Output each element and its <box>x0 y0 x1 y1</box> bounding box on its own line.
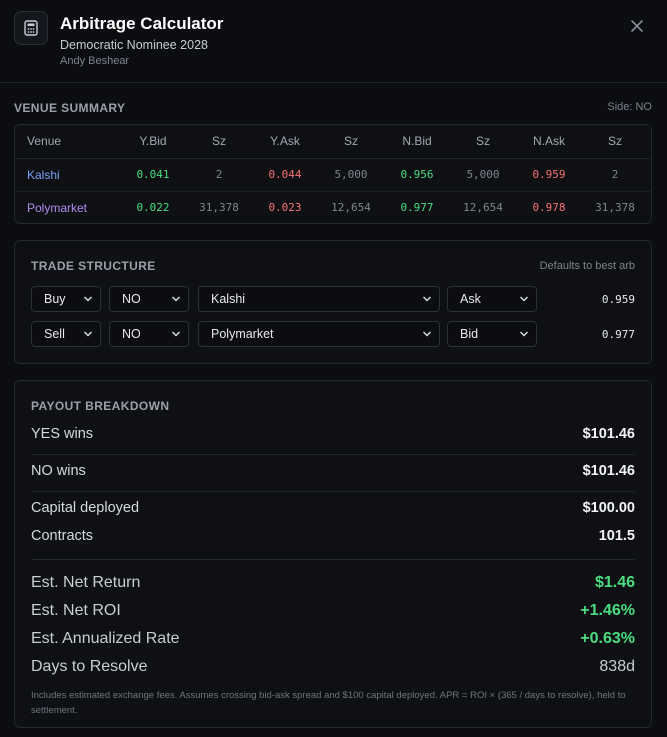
divider <box>31 559 635 560</box>
leg2-book-select[interactable]: Bid <box>447 321 537 347</box>
yes-ask-size: 5,000 <box>334 168 368 181</box>
trade-structure-panel: TRADE STRUCTURE Defaults to best arb Buy… <box>14 240 652 364</box>
net-roi-label: Est. Net ROI <box>31 602 121 619</box>
yes-ask-size: 12,654 <box>315 190 387 223</box>
column-header-no-ask-size: Sz <box>579 125 651 159</box>
column-header-no-ask: N.Ask <box>519 125 579 159</box>
no-bid-size: 12,654 <box>447 190 519 223</box>
no-wins-value: $101.46 <box>582 463 635 479</box>
contracts-label: Contracts <box>31 528 94 544</box>
venue-summary-heading: VENUE SUMMARY <box>14 101 126 115</box>
no-wins-row: NO wins $101.46 <box>31 463 635 479</box>
days-to-resolve-value: 838d <box>599 658 635 675</box>
chevron-down-icon <box>171 331 181 337</box>
leg1-book-select[interactable]: Ask <box>447 286 537 312</box>
net-roi-value: +1.46% <box>580 602 635 619</box>
footnote: Includes estimated exchange fees. Assume… <box>31 690 626 716</box>
leg1-side-value: NO <box>122 292 141 306</box>
column-header-no-bid: N.Bid <box>387 125 447 159</box>
no-ask: 0.959 <box>532 168 566 181</box>
column-header-yes-ask-size: Sz <box>315 125 387 159</box>
days-to-resolve-row: Days to Resolve 838d <box>31 658 635 676</box>
table-row-polymarket: Polymarket 0.022 31,378 0.023 12,654 0.9… <box>15 190 651 223</box>
calculator-icon <box>14 11 48 45</box>
leg2-side-select[interactable]: NO <box>109 321 189 347</box>
modal-header: Arbitrage Calculator Democratic Nominee … <box>0 0 667 83</box>
column-header-no-bid-size: Sz <box>447 125 519 159</box>
leg2-book-value: Bid <box>460 327 479 341</box>
net-return-row: Est. Net Return $1.46 <box>31 574 635 592</box>
contracts-row: Contracts 101.5 <box>31 528 635 544</box>
chevron-down-icon <box>83 331 93 337</box>
no-bid: 0.977 <box>387 190 447 223</box>
column-header-yes-ask: Y.Ask <box>255 125 315 159</box>
leg1-book-value: Ask <box>460 292 481 306</box>
market-subtitle: Democratic Nominee 2028 <box>60 38 208 52</box>
leg2-action-value: Sell <box>44 327 65 341</box>
payout-breakdown-heading: PAYOUT BREAKDOWN <box>31 399 170 413</box>
net-return-label: Est. Net Return <box>31 574 141 591</box>
chevron-down-icon <box>83 296 93 302</box>
chevron-down-icon <box>519 331 529 337</box>
days-to-resolve-label: Days to Resolve <box>31 658 148 675</box>
column-header-venue: Venue <box>15 125 123 159</box>
capital-value: $100.00 <box>582 500 635 516</box>
leg1-side-select[interactable]: NO <box>109 286 189 312</box>
page-title: Arbitrage Calculator <box>60 14 224 33</box>
yes-bid-size: 31,378 <box>183 190 255 223</box>
column-header-yes-bid: Y.Bid <box>123 125 183 159</box>
leg1-action-select[interactable]: Buy <box>31 286 101 312</box>
chevron-down-icon <box>171 296 181 302</box>
annualized-rate-row: Est. Annualized Rate +0.63% <box>31 630 635 648</box>
yes-bid: 0.022 <box>123 190 183 223</box>
close-icon[interactable] <box>631 20 643 32</box>
trade-structure-heading: TRADE STRUCTURE <box>31 259 156 273</box>
venue-summary-table: Venue Y.Bid Sz Y.Ask Sz N.Bid Sz N.Ask S… <box>14 124 652 224</box>
no-ask-size: 31,378 <box>579 190 651 223</box>
leg2-venue-select[interactable]: Polymarket <box>198 321 440 347</box>
close-button[interactable] <box>627 16 647 36</box>
leg1-venue-select[interactable]: Kalshi <box>198 286 440 312</box>
yes-wins-value: $101.46 <box>582 426 635 442</box>
contracts-value: 101.5 <box>598 528 635 544</box>
divider <box>31 454 635 455</box>
no-ask-size: 2 <box>611 168 619 181</box>
leg1-venue-value: Kalshi <box>211 292 246 306</box>
chevron-down-icon <box>519 296 529 302</box>
divider <box>31 491 635 492</box>
net-return-value: $1.46 <box>594 574 635 591</box>
yes-bid: 0.041 <box>136 168 170 181</box>
venue-name: Polymarket <box>15 190 123 223</box>
no-wins-label: NO wins <box>31 463 86 479</box>
table-header-row: Venue Y.Bid Sz Y.Ask Sz N.Bid Sz N.Ask S… <box>15 125 651 159</box>
annualized-rate-label: Est. Annualized Rate <box>31 630 180 647</box>
no-ask: 0.978 <box>519 190 579 223</box>
payout-breakdown-panel: PAYOUT BREAKDOWN YES wins $101.46 NO win… <box>14 380 652 728</box>
net-roi-row: Est. Net ROI +1.46% <box>31 602 635 620</box>
yes-wins-label: YES wins <box>31 426 94 442</box>
candidate-name: Andy Beshear <box>60 55 130 67</box>
leg2-action-select[interactable]: Sell <box>31 321 101 347</box>
defaults-note: Defaults to best arb <box>539 260 635 272</box>
venue-name: Kalshi <box>27 167 60 182</box>
yes-ask: 0.044 <box>268 168 302 181</box>
yes-bid-size: 2 <box>215 168 223 181</box>
yes-wins-row: YES wins $101.46 <box>31 426 635 442</box>
capital-label: Capital deployed <box>31 500 140 516</box>
column-header-yes-bid-size: Sz <box>183 125 255 159</box>
chevron-down-icon <box>422 331 432 337</box>
leg2-price: 0.977 <box>601 328 635 341</box>
leg1-price: 0.959 <box>601 293 635 306</box>
leg1-action-value: Buy <box>44 292 66 306</box>
capital-row: Capital deployed $100.00 <box>31 500 635 516</box>
yes-ask: 0.023 <box>255 190 315 223</box>
table-row-kalshi: Kalshi 0.041 2 0.044 5,000 0.956 5,000 0… <box>15 158 651 191</box>
no-bid-size: 5,000 <box>466 168 500 181</box>
annualized-rate-value: +0.63% <box>580 630 635 647</box>
no-bid: 0.956 <box>400 168 434 181</box>
side-indicator: Side: NO <box>607 101 652 113</box>
leg2-side-value: NO <box>122 327 141 341</box>
leg2-venue-value: Polymarket <box>211 327 274 341</box>
chevron-down-icon <box>422 296 432 302</box>
